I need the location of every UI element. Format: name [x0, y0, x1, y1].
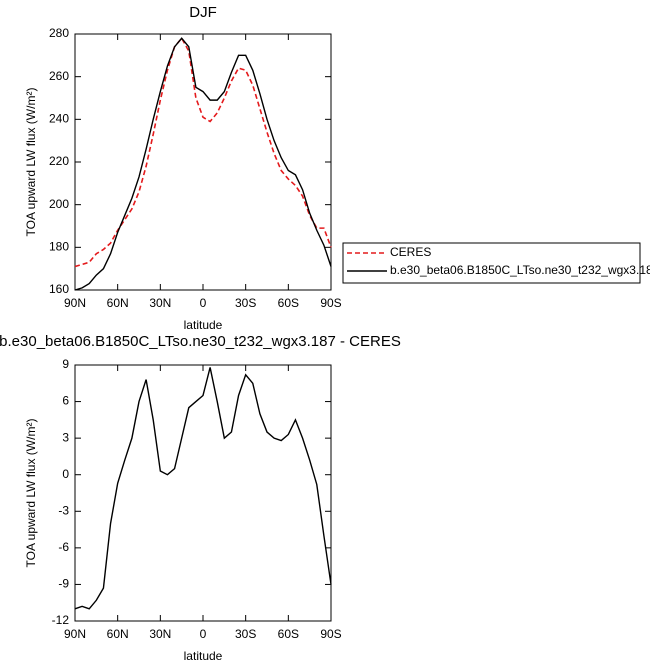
data-line: [74, 37, 332, 291]
x-tick-label: 90S: [320, 296, 341, 310]
x-tick-label: 0: [200, 296, 207, 310]
y-tick-label: -6: [58, 540, 69, 554]
y-tick-label: 220: [49, 154, 69, 168]
x-tick-label: 30S: [235, 627, 256, 641]
chart-title: DJF: [189, 4, 217, 21]
y-tick-label: 260: [49, 69, 69, 83]
y-axis-label: TOA upward LW flux (W/m²): [24, 88, 38, 237]
x-tick-label: 90S: [320, 627, 341, 641]
y-tick-label: 180: [49, 240, 69, 254]
x-tick-label: 60S: [278, 296, 299, 310]
x-tick-label: 60N: [107, 627, 129, 641]
x-axis-label: latitude: [184, 649, 223, 663]
y-tick-label: 160: [49, 282, 69, 296]
y-tick-label: -3: [58, 503, 69, 517]
data-line: [74, 36, 332, 268]
x-tick-label: 60S: [278, 627, 299, 641]
x-tick-label: 30S: [235, 296, 256, 310]
legend-label: CERES: [390, 245, 431, 259]
y-tick-label: -9: [58, 577, 69, 591]
x-tick-label: 0: [200, 627, 207, 641]
x-axis-label: latitude: [184, 318, 223, 332]
y-tick-label: 9: [62, 357, 69, 371]
y-tick-label: 200: [49, 197, 69, 211]
y-axis-label: TOA upward LW flux (W/m²): [24, 419, 38, 568]
chart-title: b.e30_beta06.B1850C_LTso.ne30_t232_wgx3.…: [0, 333, 401, 350]
data-line: [74, 367, 332, 610]
plot-frame: [74, 33, 332, 291]
x-tick-label: 90N: [64, 296, 86, 310]
y-tick-label: 6: [62, 394, 69, 408]
legend-box: [342, 242, 641, 284]
x-tick-label: 30N: [149, 627, 171, 641]
x-tick-label: 60N: [107, 296, 129, 310]
legend-label: b.e30_beta06.B1850C_LTso.ne30_t232_wgx3.…: [390, 263, 650, 277]
x-tick-label: 30N: [149, 296, 171, 310]
plot-frame: [74, 364, 332, 622]
y-tick-label: 240: [49, 112, 69, 126]
y-tick-label: -12: [52, 613, 70, 627]
x-tick-label: 90N: [64, 627, 86, 641]
y-tick-label: 0: [62, 467, 69, 481]
y-tick-label: 3: [62, 430, 69, 444]
y-tick-label: 280: [49, 26, 69, 40]
